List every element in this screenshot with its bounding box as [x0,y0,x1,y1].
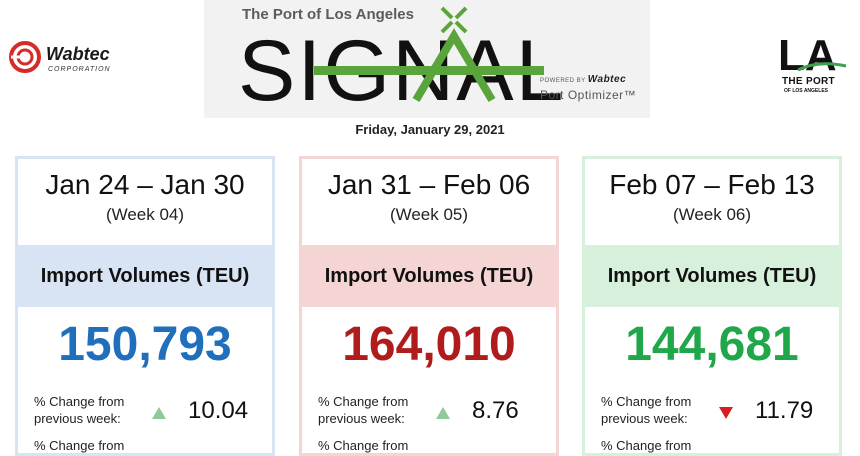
signal-wordmark: SIGNAL [238,6,563,118]
change-label: % Change from previous week: [601,394,692,426]
card-header: Jan 24 – Jan 30 (Week 04) [18,159,272,245]
signal-powered-by: POWERED BY Wabtec [540,74,627,85]
signal-cross-icon [440,6,468,34]
change-label-2: % Change from [318,438,409,453]
card-header: Jan 31 – Feb 06 (Week 05) [302,159,556,245]
signal-top-text: The Port of Los Angeles [242,6,414,23]
signal-banner: The Port of Los Angeles SIGNAL POWERED B… [204,0,650,118]
la-logo-line1: THE PORT [782,76,835,87]
change-label-2: % Change from [601,438,692,453]
card-header: Feb 07 – Feb 13 (Week 06) [585,159,839,245]
signal-stripe [314,66,544,75]
card-band: Import Volumes (TEU) [585,245,839,307]
card-date-range: Feb 07 – Feb 13 [609,169,815,200]
change-value: 8.76 [472,397,519,424]
import-volume-value: 150,793 [58,318,232,371]
week-card-1: Jan 24 – Jan 30 (Week 04) Import Volumes… [15,156,275,456]
import-volume-value: 164,010 [342,318,516,371]
wabtec-subtitle: CORPORATION [48,66,111,73]
la-mark-icon: LA [778,31,847,76]
report-date: Friday, January 29, 2021 [355,122,505,137]
card-band-label: Import Volumes (TEU) [324,265,534,287]
week-card-3: Feb 07 – Feb 13 (Week 06) Import Volumes… [582,156,842,456]
la-logo-line2: OF LOS ANGELES [784,88,828,94]
card-band-label: Import Volumes (TEU) [607,265,817,287]
signal-product: Port Optimizer™ [540,88,637,102]
wabtec-logo: Wabtec CORPORATION [8,38,128,80]
change-label: % Change from previous week: [318,394,409,426]
port-of-la-logo: LA THE PORT OF LOS ANGELES [770,30,850,98]
import-volume-value: 144,681 [625,318,799,371]
triangle-down-icon [719,407,733,419]
card-week-number: (Week 05) [389,205,469,224]
card-band: Import Volumes (TEU) [18,245,272,307]
svg-text:LA: LA [778,31,837,76]
change-label: % Change from previous week: [34,394,125,426]
wabtec-wordmark: Wabtec [46,44,110,64]
triangle-up-icon [436,407,450,419]
change-value: 10.04 [188,397,249,424]
card-week-number: (Week 06) [672,205,752,224]
change-label-2: % Change from [34,438,125,453]
triangle-up-icon [152,407,166,419]
week-card-2: Jan 31 – Feb 06 (Week 05) Import Volumes… [299,156,559,456]
signal-a-mark [412,28,496,103]
card-band-label: Import Volumes (TEU) [40,265,250,287]
change-value: 11.79 [755,397,814,424]
card-band: Import Volumes (TEU) [302,245,556,307]
card-week-number: (Week 04) [105,205,185,224]
wabtec-swirl-icon [9,41,41,73]
card-date-range: Jan 24 – Jan 30 [45,169,245,200]
card-date-range: Jan 31 – Feb 06 [327,169,531,200]
